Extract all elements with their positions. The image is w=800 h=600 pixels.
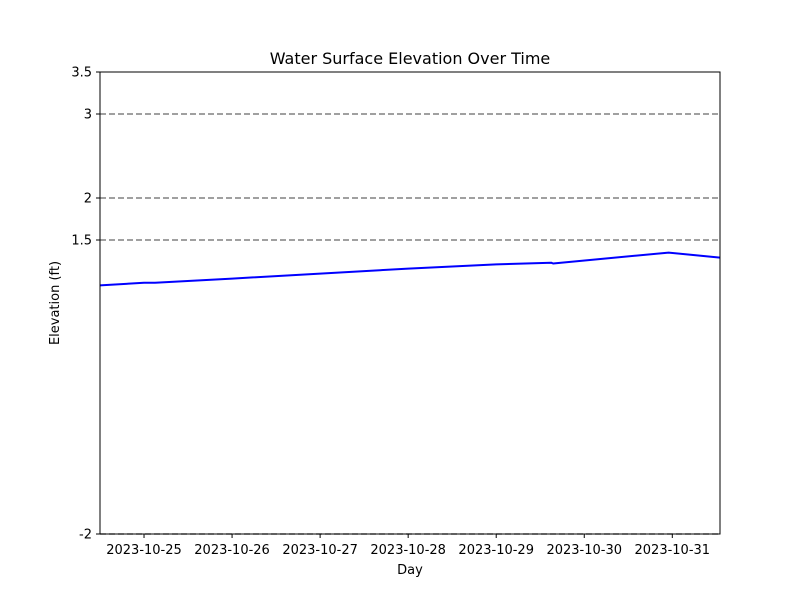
x-tick-label: 2023-10-26: [194, 543, 270, 558]
x-tick-label: 2023-10-29: [458, 543, 534, 558]
series-layer: [99, 251, 721, 287]
series-line: [99, 251, 721, 287]
plot-frame: [99, 71, 721, 535]
x-axis-label: Day: [397, 563, 423, 578]
y-axis-label: Elevation (ft): [48, 261, 63, 345]
y-tick-label: -2: [79, 528, 92, 543]
x-tick-label: 2023-10-28: [370, 543, 446, 558]
x-axis: 2023-10-25 2023-10-26 2023-10-27 2023-10-28…: [106, 534, 710, 558]
y-tick-label: 2: [84, 192, 92, 207]
x-tick-label: 2023-10-31: [635, 543, 711, 558]
y-tick-label: 3: [84, 108, 92, 123]
y-tick-label: 3.5: [71, 66, 92, 81]
x-tick-label: 2023-10-30: [546, 543, 622, 558]
x-tick-label: 2023-10-25: [106, 543, 182, 558]
y-axis: -2 1.5 2 3 3.5: [71, 66, 100, 543]
y-tick-label: 1.5: [71, 234, 92, 249]
reference-lines: [100, 113, 720, 535]
chart-title: Water Surface Elevation Over Time: [270, 49, 551, 68]
x-tick-label: 2023-10-27: [282, 543, 358, 558]
